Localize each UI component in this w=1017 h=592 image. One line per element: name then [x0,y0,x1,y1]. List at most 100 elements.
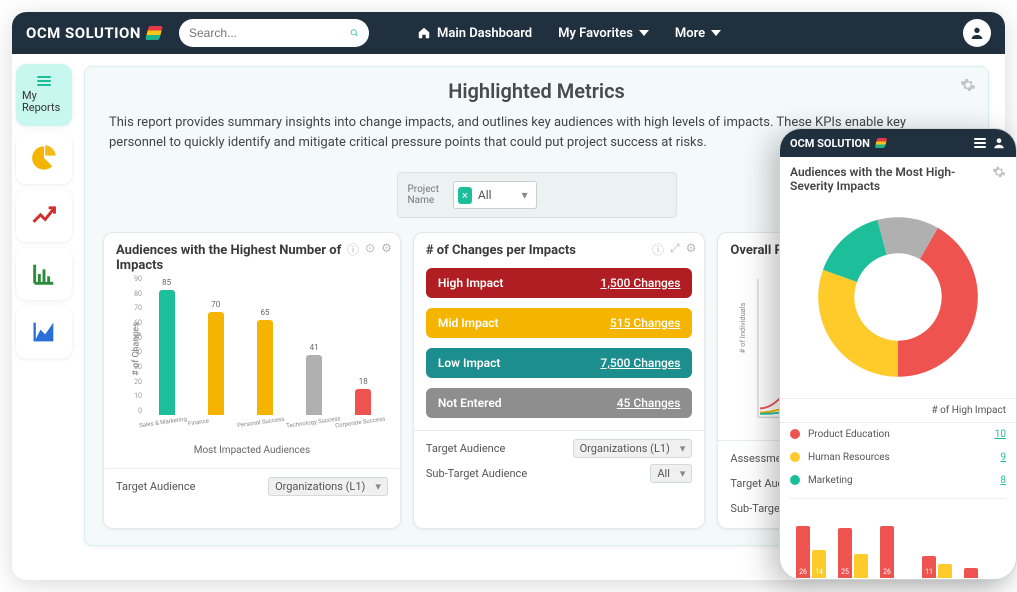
project-label: Project Name [408,184,440,206]
legend-value[interactable]: 9 [1000,452,1006,463]
user-icon [969,25,985,41]
gear-icon[interactable] [960,77,976,93]
user-avatar[interactable] [963,19,991,47]
nav-links: Main Dashboard My Favorites More [417,26,721,41]
chevron-down-icon: ▾ [680,442,686,455]
chevron-down-icon: ▾ [514,188,536,202]
mobile-legend-head: # of High Impact [780,398,1016,423]
nav-more[interactable]: More [675,26,721,41]
bar-chart-icon [30,260,58,288]
legend-dot-icon [790,475,800,485]
sidebar-item-pie[interactable] [16,132,72,184]
impact-label: High Impact [438,276,503,290]
impact-row[interactable]: Mid Impact515 Changes [426,308,693,338]
legend-label: Human Resources [808,452,890,463]
legend-row: Marketing 8 [780,469,1016,492]
impact-count: 7,500 Changes [600,356,680,370]
search-input[interactable] [189,26,344,40]
card1-footer-select[interactable]: Organizations (L1) ▾ [268,477,388,496]
sidebar-item-bar[interactable] [16,248,72,300]
expand-icon[interactable]: ⤢ [670,241,680,258]
card2-f2-value: All [657,467,670,480]
donut-slice[interactable] [823,220,887,282]
brand-text: OCM SOLUTION [26,24,141,42]
card1-footer-value: Organizations (L1) [275,480,365,493]
info-icon[interactable]: ⓘ [347,241,359,258]
line-chart-icon [30,202,58,230]
card2-f2-label: Sub-Target Audience [426,467,527,480]
close-tag-icon[interactable]: × [458,187,472,204]
mini-bar: 11 [922,556,936,578]
nav-main-label: Main Dashboard [437,26,532,41]
home-icon [417,26,431,40]
brand: OCM SOLUTION [26,24,161,42]
impact-row[interactable]: Not Entered 45 Changes [426,388,693,418]
mobile-topbar: OCM SOLUTION [780,129,1016,157]
panel-title: Highlighted Metrics [103,79,970,103]
legend-dot-icon [790,452,800,462]
mobile-mini-bars: 2614252611 [790,498,1006,578]
chart-bar[interactable]: 41 [306,355,322,415]
card-audiences-impacts: ⓘ ⊙ ⚙ Audiences with the Highest Number … [103,232,401,529]
legend-label: Marketing [808,475,853,486]
sidebar-item-my-reports[interactable]: My Reports [16,64,72,126]
brand-logo-icon [875,138,888,148]
impact-count: 1,500 Changes [600,276,680,290]
card-changes-per-impact: ⓘ ⤢ ⚙ # of Changes per Impacts High Impa… [413,232,706,529]
mini-bar [964,568,978,578]
impact-row[interactable]: High Impact 1,500 Changes [426,268,693,298]
legend-row: Product Education 10 [780,423,1016,446]
chevron-down-icon [711,30,721,36]
impact-row[interactable]: Low Impact 7,500 Changes [426,348,693,378]
impact-count: 45 Changes [617,396,681,410]
search-icon [350,26,359,40]
mini-bar [854,554,868,578]
impact-label: Not Entered [438,396,502,410]
sidebar-item-line[interactable] [16,190,72,242]
user-icon[interactable] [992,136,1006,150]
expand-icon[interactable]: ⊙ [365,241,375,258]
gear-icon[interactable]: ⚙ [686,241,697,258]
mobile-donut [780,198,1016,398]
search-box[interactable] [179,19,369,47]
menu-icon[interactable] [974,138,986,148]
pie-chart-icon [30,144,58,172]
sidebar-item-area[interactable] [16,306,72,358]
chart-bar[interactable]: 70 [208,312,224,415]
nav-favorites[interactable]: My Favorites [558,26,649,41]
mini-bar: 25 [838,528,852,578]
card1-xlabel: Most Impacted Audiences [116,445,388,456]
info-icon[interactable]: ⓘ [652,241,664,258]
project-select[interactable]: × All ▾ [453,181,537,209]
mini-bar: 26 [796,526,810,578]
card2-f1-value: Organizations (L1) [580,442,670,455]
project-label-l2: Name [408,195,440,206]
chart-bar[interactable]: 85 [159,290,175,415]
card2-f2-select[interactable]: All▾ [650,464,692,483]
card3-ylabel: # of Individuals [739,302,748,353]
card2-f1-select[interactable]: Organizations (L1) ▾ [573,439,693,458]
legend-value[interactable]: 8 [1000,475,1006,486]
nav-more-label: More [675,26,705,41]
chart-bar[interactable]: 65 [257,320,273,415]
menu-icon [37,76,51,86]
sidebar: My Reports [12,54,76,580]
gear-icon[interactable] [992,165,1006,179]
gear-icon[interactable]: ⚙ [381,241,392,258]
mini-bar: 14 [812,550,826,578]
mini-bar [938,564,952,578]
chart-bar[interactable]: 18 [355,389,371,415]
donut-slice[interactable] [818,269,898,376]
project-filter: Project Name × All ▾ [397,172,677,218]
legend-label: Product Education [808,429,890,440]
area-chart-icon [30,318,58,346]
impact-label: Low Impact [438,356,500,370]
impact-label: Mid Impact [438,316,499,330]
chevron-down-icon: ▾ [375,480,381,493]
mobile-title: Audiences with the Most High-Severity Im… [790,165,986,194]
topbar: OCM SOLUTION Main Dashboard My Favorites… [12,12,1005,54]
nav-main-dashboard[interactable]: Main Dashboard [417,26,532,41]
legend-row: Human Resources 9 [780,446,1016,469]
card1-chart: # of Changes 0102030405060708090 8570654… [116,283,388,443]
legend-value[interactable]: 10 [995,429,1006,440]
